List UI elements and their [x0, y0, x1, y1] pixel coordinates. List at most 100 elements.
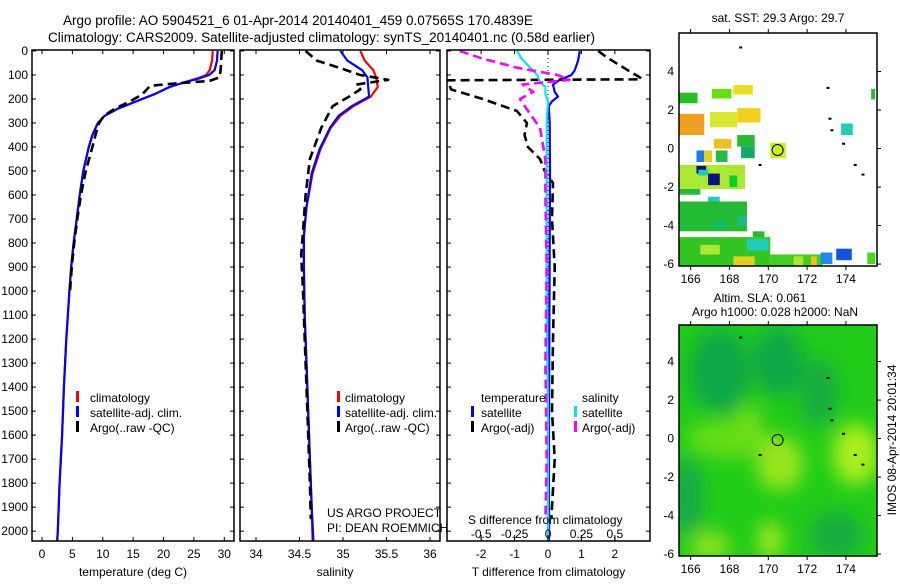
y-tick-label: 100 — [8, 68, 28, 82]
lat-tick-label: 0 — [667, 142, 674, 156]
argo-position-marker — [771, 144, 784, 157]
sst-cell — [679, 201, 747, 232]
sla-map-subtitle: Argo h1000: 0.028 h2000: NaN — [692, 305, 858, 319]
map-sst_map: 166 168 170 172 174 4 2 0 -2 -4 -6 — [663, 29, 881, 286]
y-tick-label: 900 — [8, 260, 28, 274]
map-field — [679, 325, 877, 556]
legend-label: satellite — [481, 406, 522, 420]
series-t-satellite — [547, 50, 581, 541]
legend-swatch-satellite — [337, 406, 340, 417]
sla-map-title: Altim. SLA: 0.061 — [714, 291, 807, 305]
s-axis-label: S difference from climatology — [468, 513, 623, 527]
y-tick-label: 1100 — [2, 308, 28, 322]
sst-cell — [696, 150, 705, 163]
legend-label: Argo(-adj) — [481, 421, 534, 435]
map-field — [679, 46, 876, 266]
sst-cell — [867, 252, 876, 265]
x-tick-label: 10 — [96, 547, 110, 561]
difference-legend: temperature satellite Argo(-adj) salinit… — [468, 391, 635, 527]
x-tick-label: 34 — [249, 547, 263, 561]
legend-swatch-t-argo — [471, 421, 474, 432]
sst-cell — [715, 150, 728, 163]
coastline — [826, 376, 830, 379]
x-tick-label: 20 — [157, 547, 171, 561]
y-tick-label: 2000 — [1, 524, 28, 538]
sst-cell — [752, 231, 765, 238]
sst-cell — [712, 88, 732, 99]
legend-swatch-t-satellite — [471, 406, 474, 417]
sst-cell — [793, 256, 804, 266]
y-tick-label: 500 — [8, 164, 28, 178]
lon-tick-label: 170 — [758, 562, 778, 576]
coastline — [828, 407, 832, 410]
legend-label: Argo(..raw -QC) — [90, 421, 175, 435]
sla-blob — [679, 457, 703, 535]
lon-tick-label: 174 — [836, 272, 856, 286]
argo-position-marker — [771, 434, 784, 447]
x-tick-label: 30 — [218, 547, 232, 561]
sst-cell — [710, 111, 738, 128]
x-tick-label: -1 — [509, 547, 520, 561]
x-tick-label: 0 — [545, 547, 552, 561]
s-tick-label: 0 — [545, 527, 552, 541]
x-tick-label: 34.5 — [288, 547, 312, 561]
sst-cell — [713, 138, 732, 149]
lon-tick-label: 166 — [681, 272, 701, 286]
series-climatology — [56, 50, 214, 541]
legend-swatch-climatology — [76, 391, 79, 402]
series-satellite-adj-clim- — [302, 50, 371, 541]
lat-tick-label: 4 — [667, 65, 674, 79]
coastline — [758, 163, 762, 166]
y-tick-label: 400 — [8, 140, 28, 154]
y-tick-label: 1900 — [1, 500, 28, 514]
lon-tick-label: 168 — [719, 562, 739, 576]
sst-cell — [708, 173, 720, 186]
y-tick-label: 600 — [8, 188, 28, 202]
sst-cell — [700, 244, 720, 255]
coastline — [826, 86, 830, 89]
legend-label: climatology — [345, 391, 405, 405]
legend-title-salinity: salinity — [582, 391, 619, 405]
y-tick-label: 1000 — [1, 284, 28, 298]
x-tick-label: 5 — [69, 547, 76, 561]
x-tick-label: 35 — [336, 547, 350, 561]
series-s-satellite — [516, 50, 550, 541]
sst-cell — [737, 215, 747, 226]
plot-frame — [31, 49, 235, 542]
lon-tick-label: 172 — [797, 562, 817, 576]
s-tick-label: -0.5 — [471, 527, 492, 541]
y-tick-label: 700 — [8, 212, 28, 226]
legend-title-temperature: temperature — [481, 391, 546, 405]
x-tick-label: 15 — [126, 547, 140, 561]
imos-stamp: IMOS 08-Apr-2014 20:01:34 — [885, 364, 899, 515]
y-tick-label: 1500 — [1, 404, 28, 418]
lat-tick-label: 0 — [667, 432, 674, 446]
coastline — [853, 453, 857, 456]
plot-frame — [239, 49, 441, 542]
s-tick-label: 0.25 — [570, 527, 594, 541]
sla-blob — [758, 521, 782, 556]
coastline — [830, 419, 834, 422]
lon-tick-label: 174 — [836, 562, 856, 576]
sst-cell — [737, 135, 755, 147]
lon-tick-label: 166 — [681, 562, 701, 576]
series-argo-raw-qc- — [299, 50, 390, 520]
y-tick-label: 0 — [21, 44, 28, 58]
sla-blob — [756, 436, 804, 491]
sst-cell — [679, 188, 701, 195]
series-group — [56, 50, 224, 541]
sst-cell — [746, 239, 769, 251]
coastline — [842, 432, 846, 435]
sst-cell — [820, 252, 833, 265]
y-tick-label: 1800 — [1, 476, 28, 490]
sst-cell — [679, 92, 698, 104]
series-t-argo-adj- — [447, 50, 643, 520]
sla-blob — [739, 405, 759, 433]
x-tick-label: 0 — [39, 547, 46, 561]
coastline — [739, 46, 743, 49]
lon-tick-label: 172 — [797, 272, 817, 286]
project-annotation: US ARGO PROJECT — [327, 506, 442, 520]
x-axis-label: temperature (deg C) — [79, 565, 187, 579]
series-group — [299, 50, 390, 541]
x-tick-label: -2 — [476, 547, 487, 561]
